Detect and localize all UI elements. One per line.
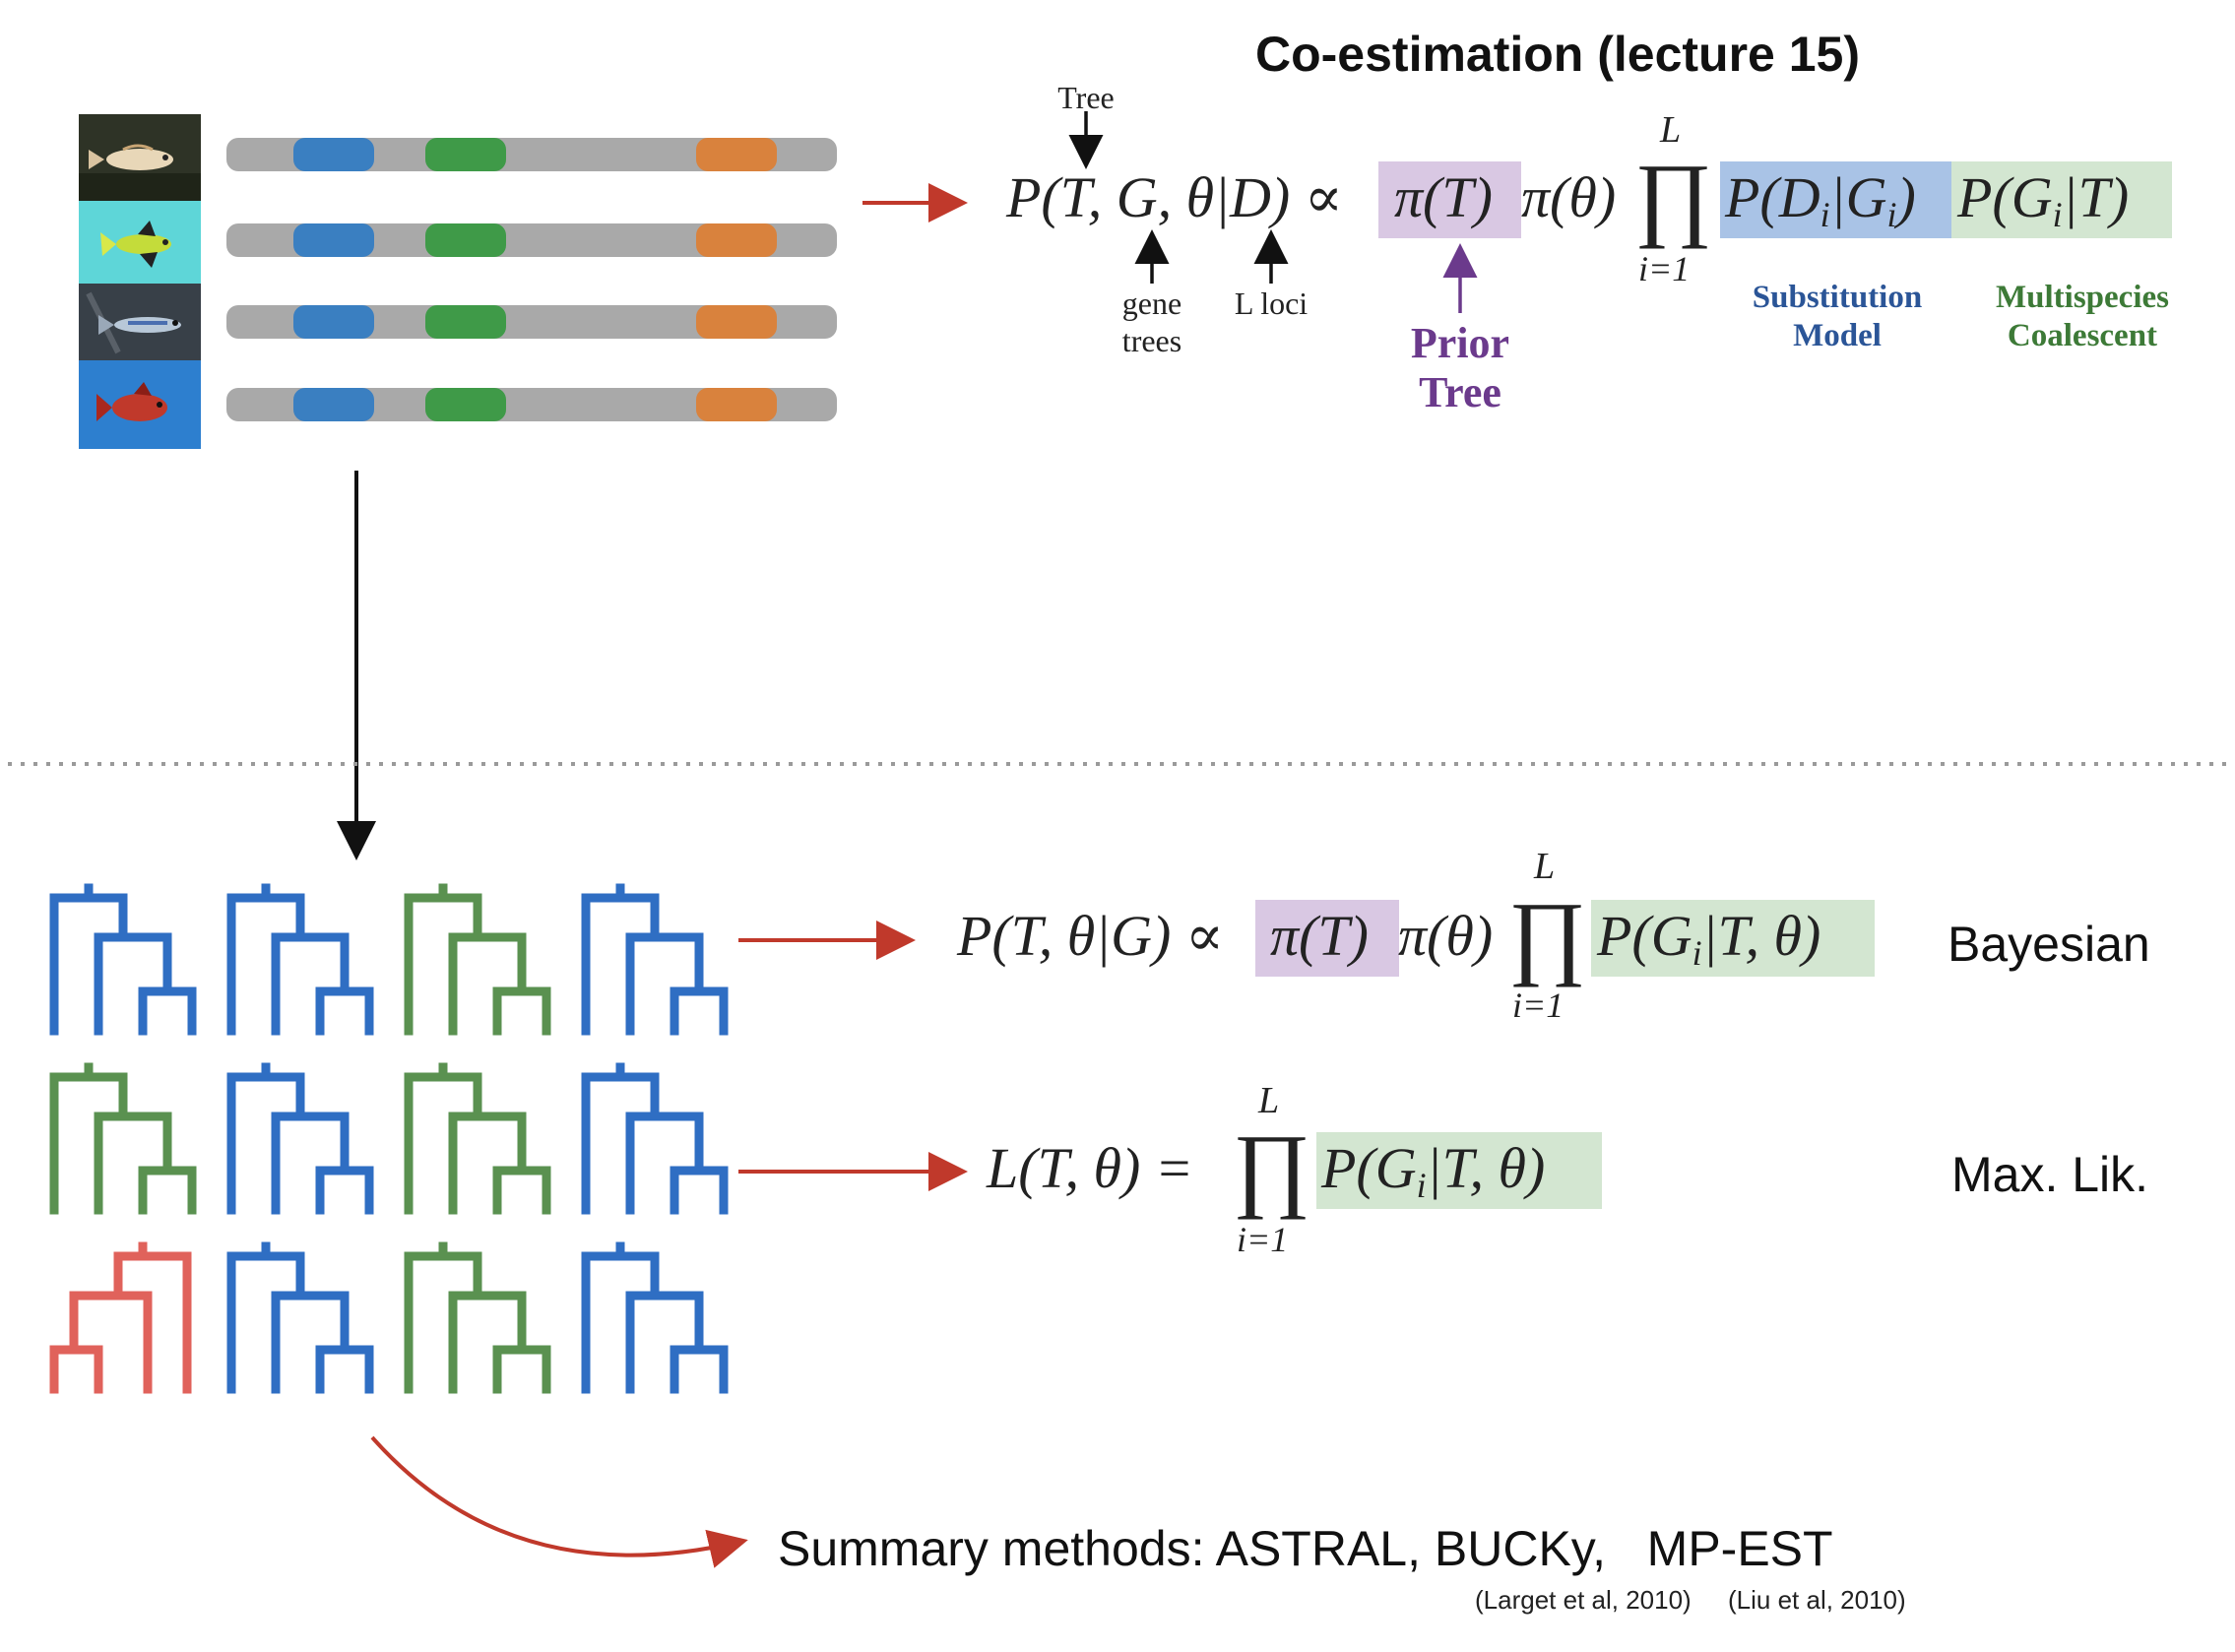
highlight-prior: [1378, 161, 1521, 238]
bayesian-lhs: P(T, θ|G) ∝: [957, 902, 1224, 971]
substitution-model-label-line-1: Substitution: [1752, 280, 1923, 315]
substitution-term-a: P(D: [1725, 165, 1820, 229]
bayesian-lhs-text: P(T, θ|G): [957, 904, 1172, 968]
alignment-bar: [226, 305, 837, 339]
gene-trees-label-line-1: gene: [1121, 286, 1182, 321]
multispecies-coalescent-label: Multispecies Coalescent: [1959, 279, 2205, 355]
coestimation-prior-theta: π(θ): [1521, 165, 1617, 229]
substitution-term-c: ): [1896, 165, 1916, 229]
coestimation-product-bottom: i=1: [1638, 249, 1691, 288]
alignment-bar: [226, 223, 837, 257]
coestimation-product-symbol: ∏: [1634, 144, 1713, 249]
coestimation-formula: P(T, G, θ|D) ∝: [1006, 163, 1343, 232]
bayesian-propto: ∝: [1184, 904, 1225, 968]
substitution-model-label-line-2: Model: [1793, 318, 1882, 353]
bayesian-term-b: |T, θ): [1701, 904, 1821, 968]
maxlik-product-symbol: ∏: [1233, 1114, 1311, 1220]
bayesian-product-top: L: [1534, 846, 1556, 887]
highlight-bayes-term: [1591, 900, 1875, 977]
gene-tree: [226, 1241, 374, 1394]
fish-1-icon: [79, 114, 201, 201]
gene-tree: [404, 1062, 551, 1215]
gene-tree: [581, 883, 729, 1036]
tree-label: Tree: [1057, 80, 1115, 115]
prior-tree-label: Prior Tree: [1381, 319, 1539, 417]
loci-label: L loci: [1234, 286, 1309, 321]
coestimation-prior-tree: π(T): [1394, 165, 1493, 229]
bayesian-prior-theta: π(θ): [1398, 904, 1494, 968]
substitution-term-sub-1: i: [1820, 195, 1830, 235]
gene-trees-grid: [49, 883, 729, 1394]
coalescent-term-a: P(G: [1957, 165, 2053, 229]
highlight-substitution: [1720, 161, 1951, 238]
substitution-term-sub-2: i: [1886, 195, 1897, 235]
gene-tree: [404, 1241, 551, 1394]
gene-tree: [49, 1241, 192, 1394]
maxlik-term: P(Gi|T, θ): [1321, 1134, 1545, 1220]
gene-trees-label-line-2: trees: [1121, 323, 1182, 358]
highlight-coalescent: [1951, 161, 2172, 238]
coalescent-term: P(Gi|T): [1957, 163, 2129, 249]
highlight-bayes-prior: [1255, 900, 1399, 977]
gene-tree: [226, 883, 374, 1036]
maxlik-product-bottom: i=1: [1237, 1220, 1289, 1259]
citation-mpest: (Liu et al, 2010): [1728, 1585, 1906, 1615]
gene-tree: [49, 883, 197, 1036]
highlight-maxlik-term: [1316, 1132, 1602, 1209]
gene-tree: [226, 1062, 374, 1215]
bayesian-term-a: P(G: [1597, 904, 1692, 968]
bayesian-product-symbol: ∏: [1508, 882, 1587, 987]
fish-3-icon: [79, 284, 201, 360]
substitution-term: P(Di|Gi): [1725, 163, 1916, 249]
maxlik-term-a: P(G: [1321, 1136, 1417, 1200]
gene-tree: [49, 1062, 197, 1215]
alignment-bar: [226, 388, 837, 421]
maxlik-label: Max. Lik.: [1951, 1147, 2149, 1202]
multispecies-coalescent-label-line-2: Coalescent: [2007, 318, 2158, 353]
summary-methods-text: Summary methods: ASTRAL, BUCKy, MP-EST: [778, 1521, 1833, 1576]
prior-tree-label-line-1: Prior: [1410, 319, 1510, 367]
coalescent-term-sub: i: [2052, 195, 2063, 235]
gene-tree: [581, 1062, 729, 1215]
substitution-term-b: |G: [1829, 165, 1887, 229]
multispecies-coalescent-label-line-1: Multispecies: [1996, 280, 2169, 315]
citation-bucky: (Larget et al, 2010): [1475, 1585, 1692, 1615]
gene-trees-label: gene trees: [1103, 285, 1201, 359]
alignment-bar: [226, 138, 837, 171]
prior-tree-label-line-2: Tree: [1419, 368, 1501, 416]
page-title: Co-estimation (lecture 15): [1255, 27, 1861, 82]
coalescent-term-b: |T): [2062, 165, 2130, 229]
maxlik-product-top: L: [1258, 1080, 1280, 1121]
bayesian-label: Bayesian: [1948, 917, 2150, 972]
maxlik-term-b: |T, θ): [1426, 1136, 1546, 1200]
gene-tree: [581, 1241, 729, 1394]
bayesian-term-sub: i: [1692, 933, 1702, 974]
alignment-bars: [226, 138, 837, 421]
substitution-model-label: Substitution Model: [1723, 279, 1951, 355]
gene-tree: [404, 883, 551, 1036]
maxlik-lhs: L(T, θ) =: [987, 1136, 1193, 1200]
coestimation-lhs: P(T, G, θ|D): [1006, 165, 1291, 229]
coestimation-product-top: L: [1660, 109, 1682, 151]
coestimation-propto: ∝: [1304, 165, 1343, 229]
arrow-to-summary: [370, 1435, 748, 1568]
bayesian-prior-tree: π(T): [1270, 904, 1369, 968]
fish-2-icon: [79, 201, 201, 284]
fish-4-icon: [79, 360, 201, 449]
bayesian-product-bottom: i=1: [1512, 985, 1564, 1025]
bayesian-term: P(Gi|T, θ): [1597, 902, 1820, 987]
maxlik-term-sub: i: [1416, 1166, 1427, 1206]
